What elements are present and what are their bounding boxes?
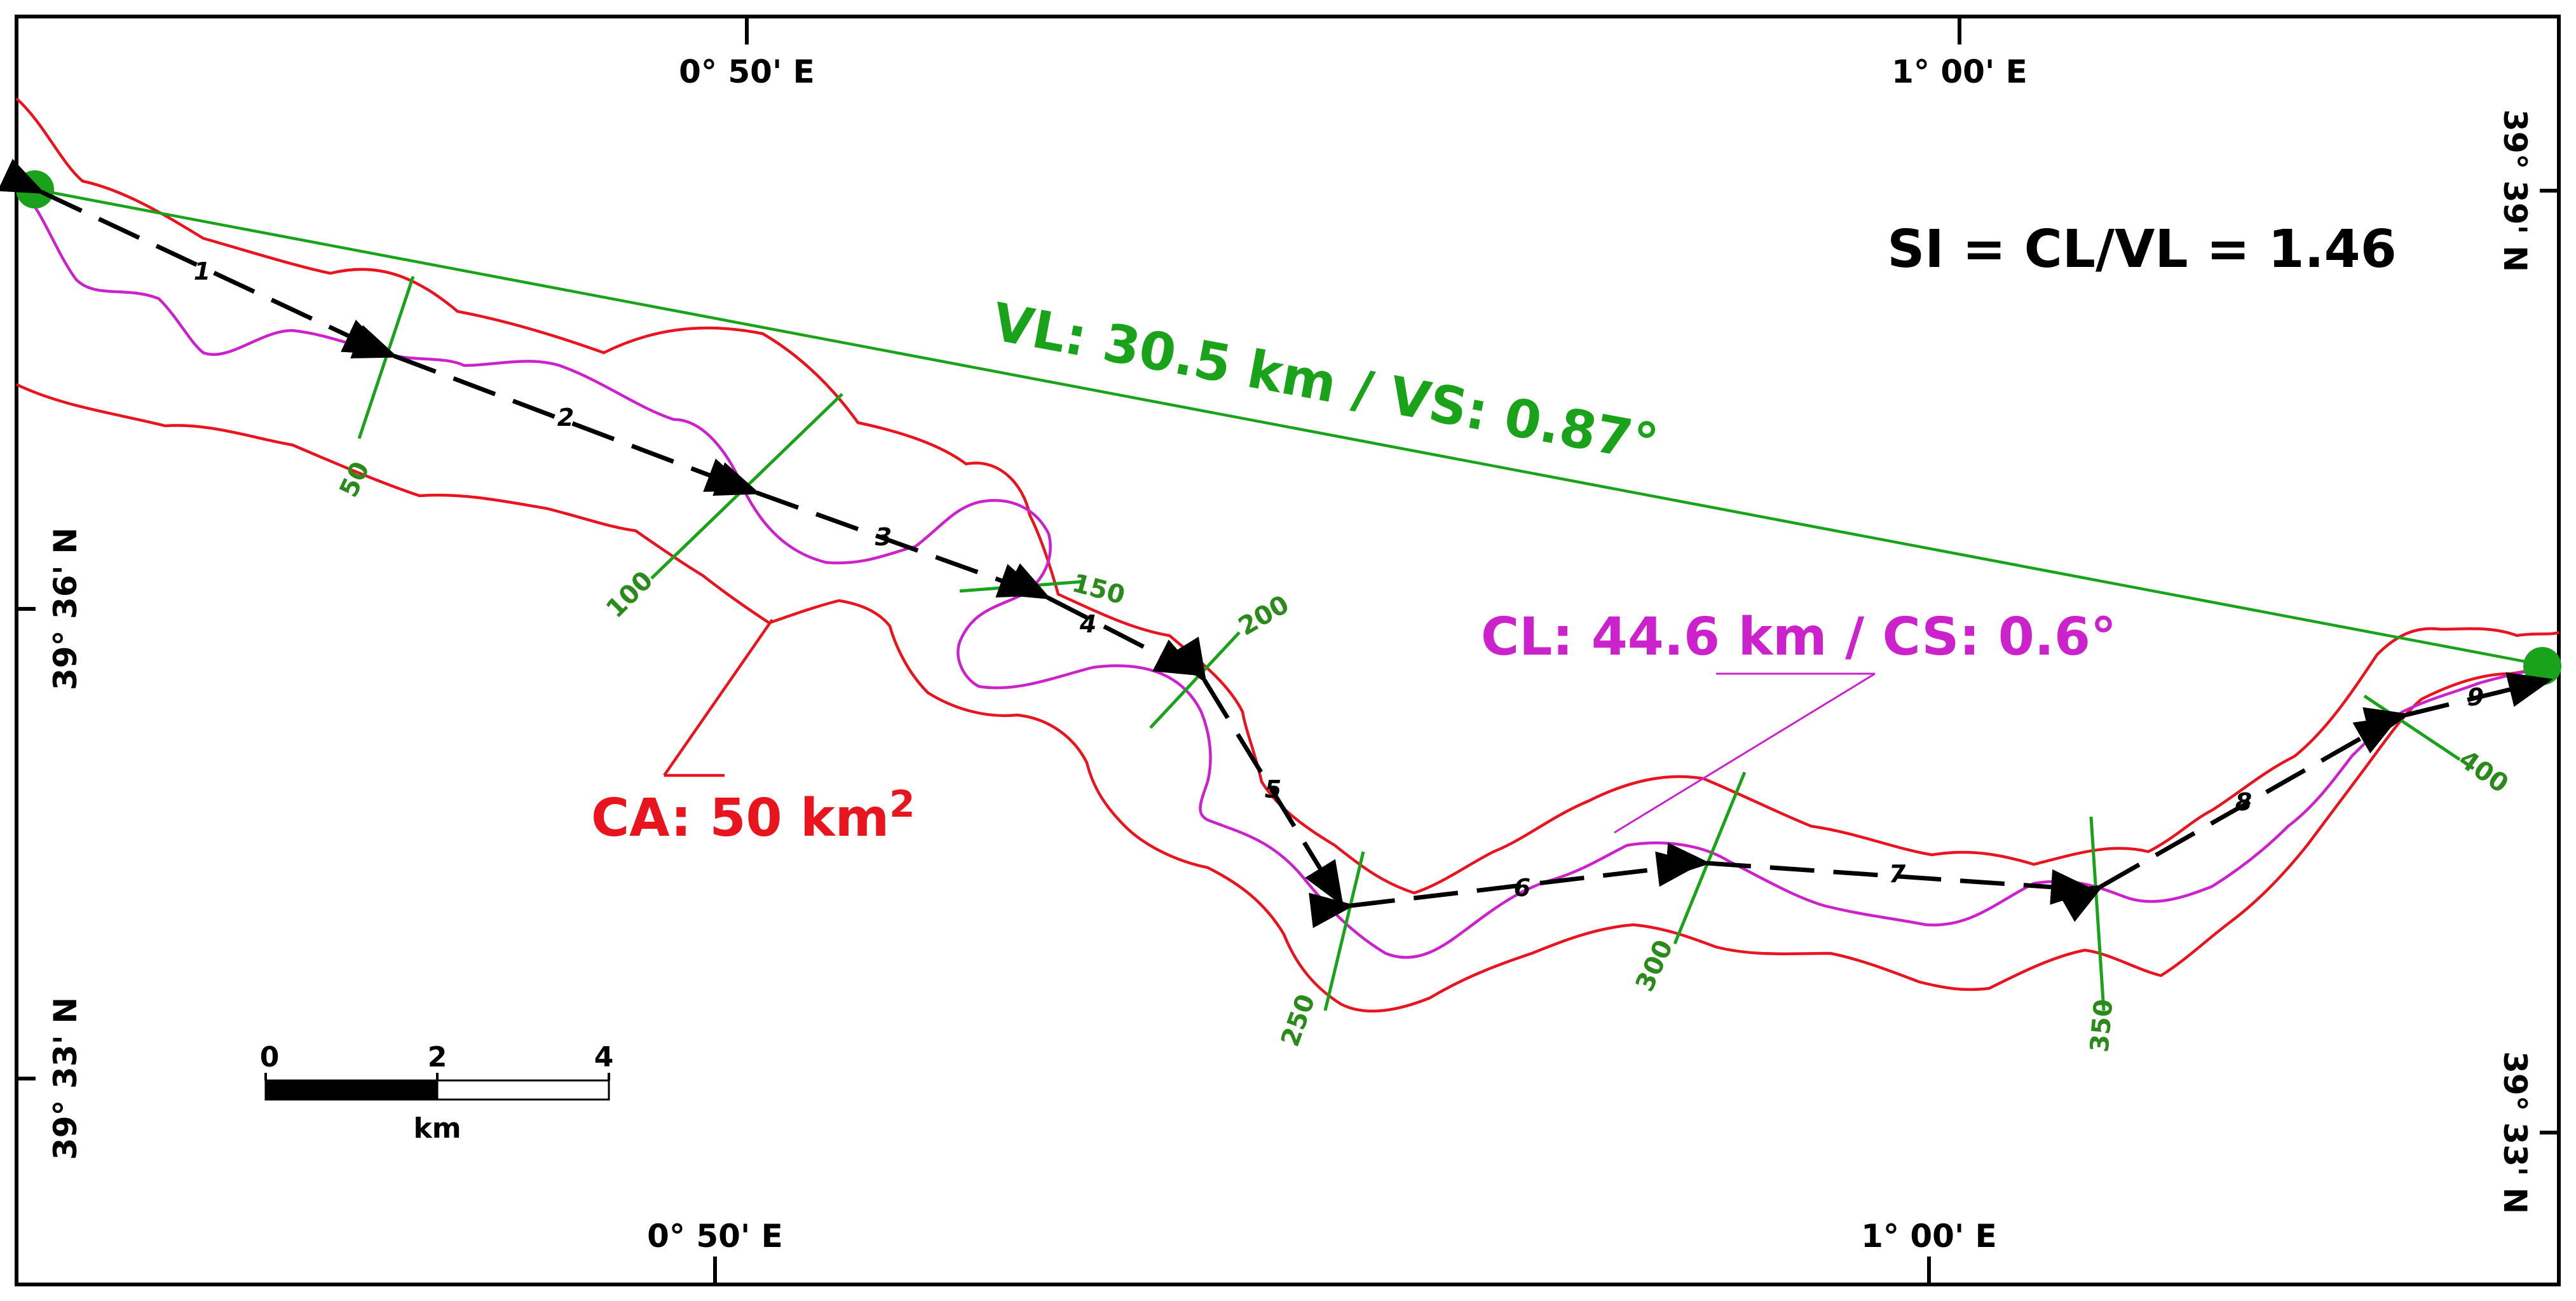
km-marker-350: 350 [2085,998,2118,1053]
coord-bottom-right: 1° 00' E [1861,1218,1997,1255]
scale-bar: 0 2 4 km [260,1041,614,1145]
valley-start-point [16,170,54,208]
segment-number-5: 5 [1265,775,1281,803]
scale-tick-0: 0 [260,1041,280,1073]
map-frame [15,15,2561,1286]
segment-arrows [0,158,2553,929]
catchment-upper-edge [15,97,2559,895]
coord-top-right: 1° 00' E [1891,53,2027,90]
segment-number-2: 2 [557,404,574,432]
frame-ticks [17,17,2559,1284]
segment-number-6: 6 [1514,874,1530,902]
km-marker-300: 300 [1630,936,1679,996]
scale-bar-white-segment [436,1079,610,1101]
segment-number-8: 8 [2235,788,2252,816]
catchment-lower-edge [16,383,2560,1013]
segment-number-9: 9 [2467,683,2484,711]
km-marker-100: 100 [601,566,659,624]
scale-tick-4: 4 [594,1041,614,1073]
km-marker-200: 200 [1234,590,1294,642]
coord-right-lower: 39° 33' N [2497,1051,2533,1214]
cl-leader-line [1614,672,1876,834]
scale-unit: km [413,1112,461,1145]
valley-straight-line [34,187,2540,666]
km-marker-400: 400 [2453,745,2514,800]
scale-tick-2: 2 [428,1041,447,1073]
coord-right-upper: 39° 39' N [2497,109,2533,272]
channel-length-label: CL: 44.6 km / CS: 0.6° [1481,607,2116,667]
km-marker-250: 250 [1276,990,1321,1050]
segment-number-3: 3 [875,523,892,551]
segment-number-7: 7 [1889,860,1906,888]
catchment-area-superscript: 2 [889,782,915,826]
coord-top-left: 0° 50' E [679,53,815,90]
catchment-area-label: CA: 50 km2 [591,782,915,848]
coord-left-lower: 39° 33' N [47,997,84,1160]
segment-number-1: 1 [194,257,210,285]
segment-number-4: 4 [1079,610,1096,638]
sinuosity-index-label: SI = CL/VL = 1.46 [1887,219,2397,280]
scale-bar-black-segment [264,1079,439,1101]
coord-left-upper: 39° 36' N [47,528,84,690]
catchment-area-value: CA: 50 km [591,788,889,848]
valley-length-label: VL: 30.5 km / VS: 0.87° [988,292,1663,474]
ca-leader-line [663,618,773,777]
coord-bottom-left: 0° 50' E [647,1218,783,1255]
